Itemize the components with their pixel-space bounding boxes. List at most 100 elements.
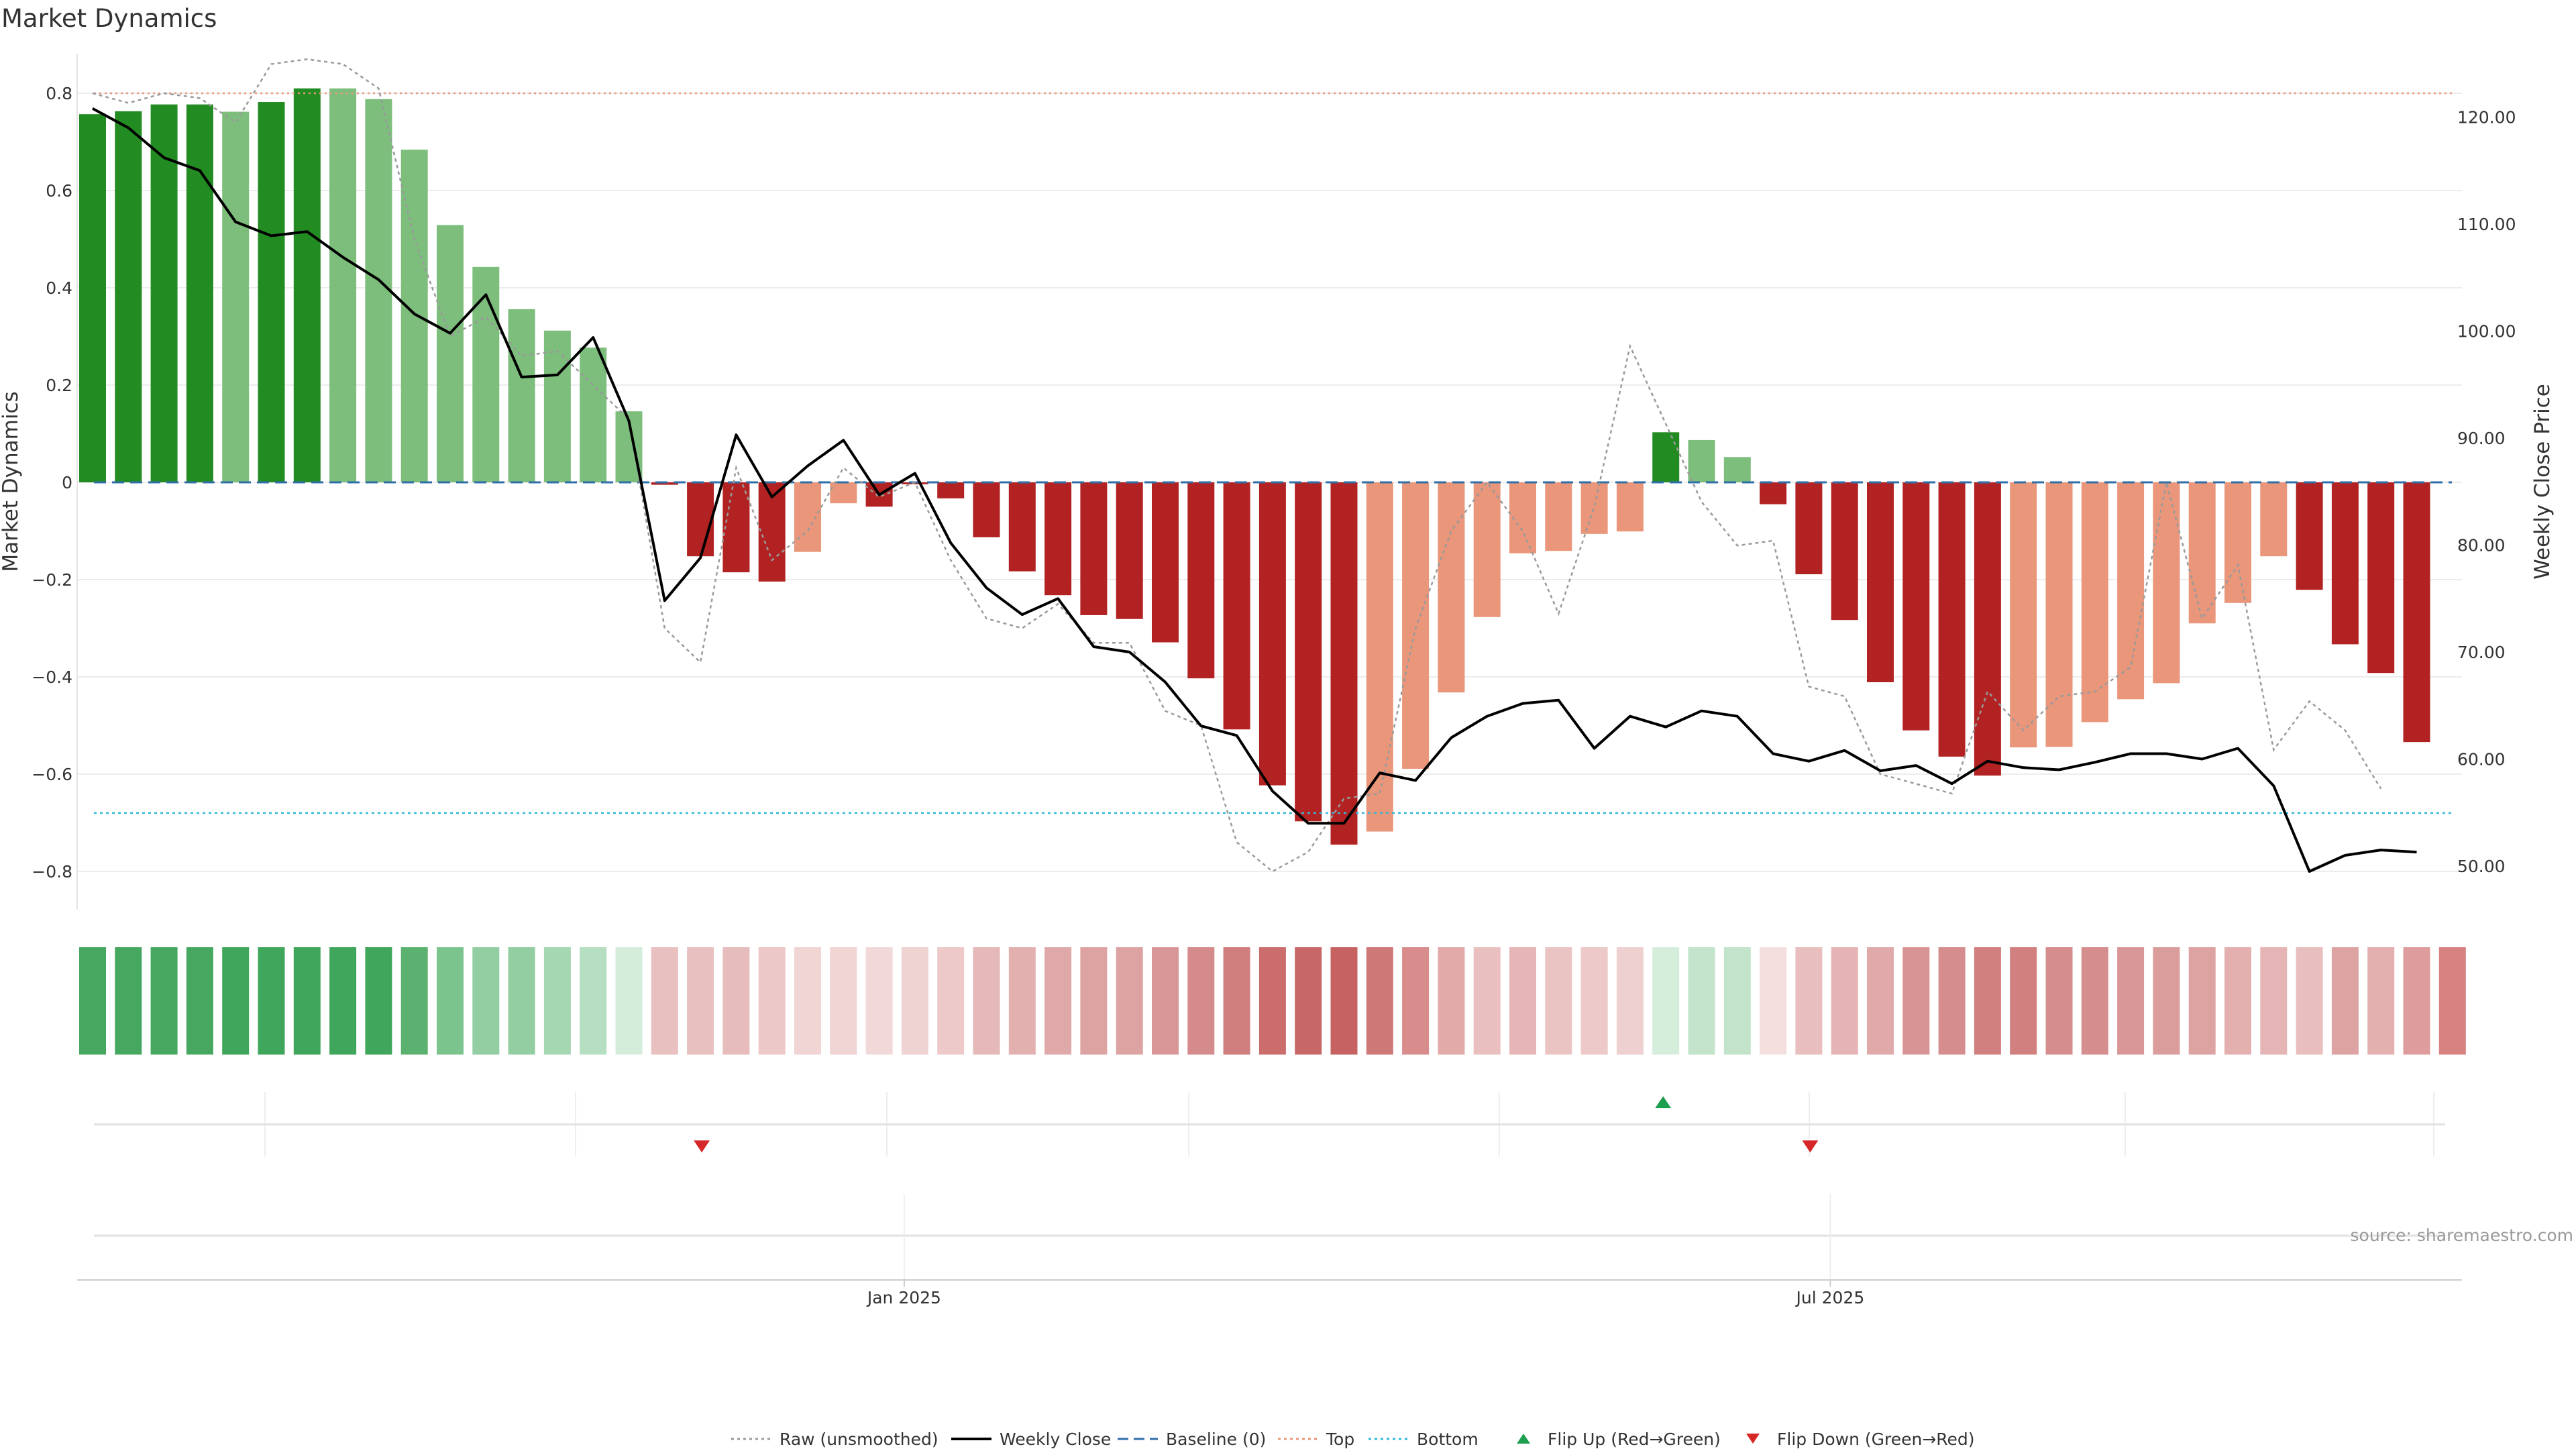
dynamics-bar [722, 482, 750, 573]
dynamics-bar [115, 111, 142, 482]
x-tick-label: Jan 2025 [866, 1288, 941, 1307]
strength-cell [400, 947, 428, 1055]
dynamics-bar [150, 104, 178, 483]
strength-cell [543, 947, 571, 1055]
strength-cell [258, 947, 285, 1055]
dynamics-bar [1008, 482, 1036, 572]
y-tick-label: 0.4 [46, 278, 72, 298]
y2-tick-label: 80.00 [2457, 536, 2506, 555]
strength-cell [1509, 947, 1536, 1055]
dynamics-bar [543, 330, 571, 482]
dynamics-bar [508, 309, 535, 482]
strength-cell [437, 947, 464, 1055]
dynamics-bar [2403, 482, 2430, 743]
strength-cell [2081, 947, 2108, 1055]
strength-cell [2296, 947, 2323, 1055]
strength-cell [150, 947, 178, 1055]
dynamics-bar [400, 150, 428, 482]
strength-cell [1760, 947, 1787, 1055]
dynamics-bar [2117, 482, 2145, 700]
dynamics-bar [2367, 482, 2395, 674]
strength-cell [2153, 947, 2180, 1055]
strength-cell [1295, 947, 1322, 1055]
series-lines [92, 58, 2417, 873]
dynamics-bar [1616, 482, 1644, 532]
legend-item: Raw (unsmoothed) [731, 1430, 938, 1449]
dynamics-bar [1116, 482, 1143, 619]
strength-cell [2010, 947, 2037, 1055]
legend-label: Raw (unsmoothed) [780, 1430, 938, 1449]
strength-cell [1080, 947, 1108, 1055]
strength-cell [937, 947, 965, 1055]
legend-label: Baseline (0) [1166, 1430, 1266, 1449]
dynamics-bar [293, 88, 321, 482]
legend-item: Bottom [1368, 1430, 1479, 1449]
dynamics-bar [2260, 482, 2288, 557]
y-tick-label: −0.4 [32, 667, 72, 687]
legend: Raw (unsmoothed) Weekly Close Baseline (0)… [731, 1430, 1975, 1449]
dynamics-bar [1366, 482, 1393, 832]
dynamics-bar [2045, 482, 2073, 747]
dynamics-bar [1760, 482, 1787, 504]
y2-tick-label: 120.00 [2457, 108, 2516, 127]
dynamics-bar [1080, 482, 1108, 615]
strength-cell [2331, 947, 2359, 1055]
dynamics-bar [2296, 482, 2323, 590]
dynamics-bar [2331, 482, 2359, 645]
chart-title: Market Dynamics [1, 4, 217, 33]
dynamics-bar [937, 482, 965, 498]
dynamics-bar [1938, 482, 1966, 757]
dynamics-bar [329, 88, 357, 482]
dynamics-bar [1152, 482, 1179, 643]
axes: −0.8 −0.6 −0.4 −0.2 0 0.2 0.4 0.6 0.8 50.00 60.00 7… [32, 54, 2516, 909]
dynamics-bar [794, 482, 821, 552]
strength-cell [1974, 947, 2001, 1055]
strength-cell [758, 947, 786, 1055]
strength-cell [830, 947, 857, 1055]
strength-cell [2438, 947, 2466, 1055]
dynamics-bar [830, 482, 857, 504]
strength-cell [1616, 947, 1644, 1055]
dynamics-bar [1187, 482, 1215, 679]
strength-strip [79, 947, 2466, 1055]
y-tick-label: 0.2 [46, 376, 72, 395]
strength-cell [508, 947, 535, 1055]
dynamics-bar [1044, 482, 1072, 596]
dynamics-bar [1402, 482, 1430, 769]
y-tick-label: 0.6 [46, 181, 72, 201]
dynamics-bar [580, 347, 607, 482]
legend-item: Baseline (0) [1118, 1430, 1266, 1449]
strength-cell [651, 947, 678, 1055]
dynamics-bar [365, 99, 392, 482]
dynamics-bar [79, 114, 106, 483]
legend-swatch-flip-down [1746, 1434, 1760, 1444]
reference-lines [94, 92, 2452, 814]
y2-tick-label: 90.00 [2457, 429, 2506, 448]
dynamics-bar [1330, 482, 1358, 845]
strength-cell [1116, 947, 1143, 1055]
strength-cell [2403, 947, 2430, 1055]
legend-label: Flip Down (Green→Red) [1777, 1430, 1975, 1449]
y2-tick-label: 50.00 [2457, 857, 2506, 876]
dynamics-bar [1473, 482, 1501, 617]
date-axis: Jan 2025 Jul 2025 [77, 1194, 2462, 1307]
strength-cell [2367, 947, 2395, 1055]
strength-cell [2117, 947, 2145, 1055]
y-tick-label: −0.6 [32, 765, 72, 784]
strength-cell [365, 947, 392, 1055]
strength-cell [973, 947, 1000, 1055]
flip-down-marker [694, 1140, 710, 1152]
dynamics-bar [2081, 482, 2108, 722]
x-tick-label: Jul 2025 [1795, 1288, 1865, 1307]
y-tick-label: −0.2 [32, 570, 72, 590]
dynamics-bar [1795, 482, 1823, 575]
dynamics-bar [687, 482, 714, 557]
strength-cell [1580, 947, 1608, 1055]
strength-cell [1223, 947, 1250, 1055]
strength-cell [1366, 947, 1393, 1055]
dynamics-bar [1902, 482, 1930, 731]
dynamics-bar [437, 225, 464, 482]
dynamics-bar [1723, 457, 1751, 482]
dynamics-bars [79, 88, 2430, 845]
